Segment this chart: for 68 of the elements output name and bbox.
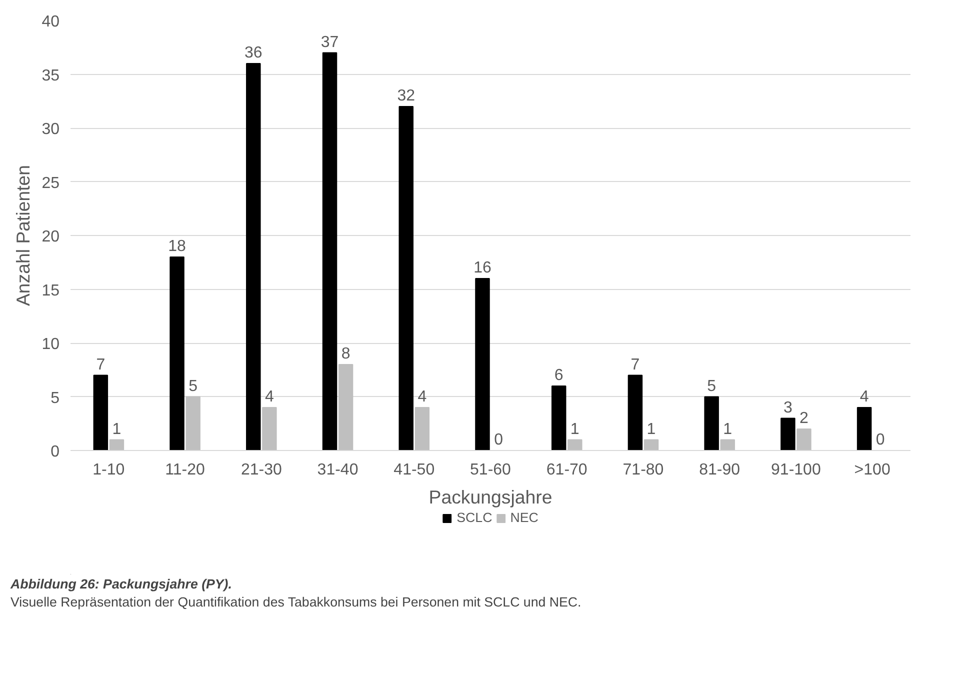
bar [414, 407, 430, 450]
y-axis-title: Anzahl Patienten [12, 164, 34, 306]
x-tick-label: 11-20 [165, 462, 206, 478]
legend-label: NEC [510, 510, 538, 525]
bar [262, 407, 277, 450]
bar [338, 364, 354, 450]
text: Abbildung 26: Packungsjahre (PY). [10, 576, 232, 592]
data-label: 0 [876, 432, 885, 448]
data-label: 5 [707, 378, 716, 395]
data-label: 4 [264, 388, 274, 406]
y-tick-label: 15 [42, 282, 60, 300]
data-label: 4 [860, 388, 869, 406]
y-tick-label: 10 [42, 336, 60, 353]
data-label: 16 [474, 260, 492, 276]
data-label: 1 [646, 420, 656, 438]
text: Visuelle Repräsentation der Quantifikation des Tabakkonsums bei Personen mit SCLC und NEC. [10, 594, 582, 610]
x-tick-label: 91-100 [771, 462, 821, 478]
data-label: 8 [341, 346, 350, 362]
data-label: 3 [783, 399, 792, 416]
x-tick-label: >100 [854, 462, 890, 478]
x-tick-label: 71-80 [622, 462, 664, 478]
data-label: 36 [244, 44, 262, 62]
bar [475, 278, 490, 450]
bar [568, 439, 582, 450]
bar [628, 374, 643, 450]
bar [170, 256, 184, 450]
data-label: 6 [554, 367, 564, 384]
y-tick-label: 25 [42, 174, 60, 192]
y-tick-label: 40 [42, 14, 60, 30]
y-tick-label: 5 [50, 390, 60, 407]
bar [720, 439, 735, 450]
data-label: 4 [418, 388, 427, 406]
data-label: 32 [397, 88, 416, 104]
x-tick-label: 1-10 [92, 462, 125, 478]
data-label: 5 [188, 378, 198, 395]
bar [322, 52, 338, 450]
bar [109, 439, 124, 450]
bar [780, 418, 796, 450]
y-tick-label: 0 [50, 444, 60, 460]
y-tick-label: 20 [42, 228, 60, 246]
x-tick-label: 21-30 [240, 462, 282, 478]
bar [551, 386, 566, 450]
x-tick-label: 81-90 [699, 462, 740, 478]
data-label: 1 [112, 420, 122, 438]
x-tick-label: 51-60 [470, 462, 512, 478]
bar [796, 428, 812, 450]
y-tick-label: 35 [42, 67, 60, 84]
data-label: 1 [723, 420, 732, 438]
x-tick-label: 31-40 [317, 462, 358, 478]
bar [246, 63, 261, 450]
data-label: 7 [96, 356, 106, 374]
bar [398, 106, 414, 450]
data-label: 0 [494, 432, 504, 448]
legend-label: SCLC [456, 510, 492, 525]
bar [856, 407, 872, 450]
x-tick-label: 61-70 [546, 462, 588, 478]
data-label: 7 [630, 356, 640, 374]
bar [93, 374, 108, 450]
x-axis-title: Packungsjahre [428, 486, 552, 508]
data-label: 2 [800, 410, 809, 427]
data-label: 18 [168, 238, 186, 255]
bar [704, 396, 719, 450]
y-tick-label: 30 [42, 121, 60, 138]
x-tick-label: 41-50 [394, 462, 435, 478]
bar [186, 396, 200, 450]
data-label: 37 [320, 34, 339, 51]
bar [644, 439, 659, 450]
data-label: 1 [570, 420, 580, 438]
